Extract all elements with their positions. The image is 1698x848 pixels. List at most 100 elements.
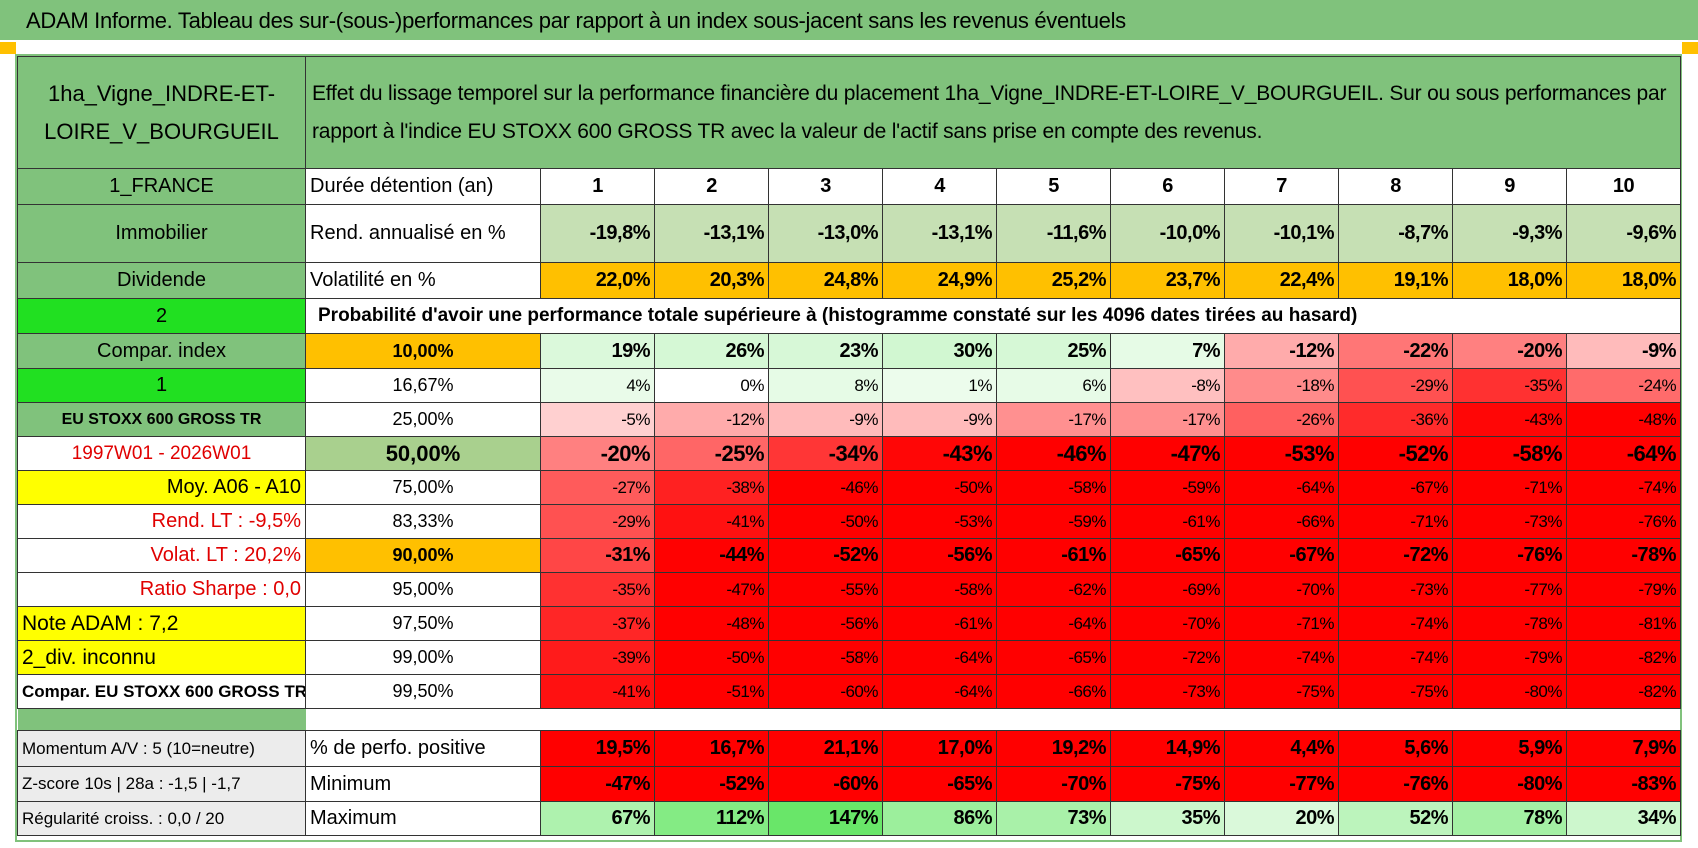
- value-cell: -26%: [1224, 402, 1339, 437]
- value-cell: -35%: [1452, 368, 1567, 403]
- value-cell: 8%: [768, 368, 883, 403]
- value-cell: -8%: [1110, 368, 1225, 403]
- value-cell: -58%: [768, 640, 883, 675]
- value-cell: -71%: [1224, 606, 1339, 641]
- value-cell: -11,6%: [996, 204, 1111, 263]
- value-cell: 2: [654, 168, 769, 205]
- value-cell: -74%: [1224, 640, 1339, 675]
- row-sublabel: 90,00%: [305, 538, 541, 573]
- value-cell: -20%: [540, 436, 655, 471]
- value-cell: -44%: [654, 538, 769, 573]
- value-cell: 35%: [1110, 801, 1225, 836]
- value-cell: -47%: [1110, 436, 1225, 471]
- value-cell: -13,1%: [654, 204, 769, 263]
- value-cell: -74%: [1338, 640, 1453, 675]
- row-sublabel: 50,00%: [305, 436, 541, 471]
- value-cell: -48%: [654, 606, 769, 641]
- row-sublabel: 99,00%: [305, 640, 541, 675]
- value-cell: -8,7%: [1338, 204, 1453, 263]
- value-cell: 4,4%: [1224, 730, 1339, 767]
- value-cell: -9,3%: [1452, 204, 1567, 263]
- value-cell: 78%: [1452, 801, 1567, 836]
- table-row: EU STOXX 600 GROSS TR 25,00% -5% -12% -9% -9%…: [17, 402, 1682, 437]
- value-cell: -58%: [996, 470, 1111, 505]
- value-cell: 5,9%: [1452, 730, 1567, 767]
- value-cell: -82%: [1565, 674, 1682, 709]
- value-cell: -51%: [654, 674, 769, 709]
- value-cell: -60%: [768, 766, 883, 802]
- value-cell: 5,6%: [1338, 730, 1453, 767]
- value-cell: 67%: [540, 801, 655, 836]
- table-row: Immobilier Rend. annualisé en % -19,8% -13,…: [17, 204, 1682, 263]
- value-cell: -12%: [1224, 333, 1339, 369]
- value-cell: -75%: [1224, 674, 1339, 709]
- value-cell: -17%: [996, 402, 1111, 437]
- table-row: Momentum A/V : 5 (10=neutre)% de perfo. …: [17, 730, 1682, 767]
- value-cell: -10,1%: [1224, 204, 1339, 263]
- row-label: Compar. EU STOXX 600 GROSS TR: [17, 674, 306, 709]
- row-sublabel: 10,00%: [305, 333, 541, 369]
- row-label: Rend. LT : -9,5%: [17, 504, 306, 539]
- value-cell: -75%: [1110, 766, 1225, 802]
- value-cell: 112%: [654, 801, 769, 836]
- value-cell: -61%: [996, 538, 1111, 573]
- row-label: Z-score 10s | 28a : -1,5 | -1,7: [17, 766, 306, 802]
- row-label: Momentum A/V : 5 (10=neutre): [17, 730, 306, 767]
- row-sublabel: % de perfo. positive: [305, 730, 541, 767]
- row-sublabel: Probabilité d'avoir une performance tota…: [304, 298, 1682, 334]
- value-cell: -34%: [768, 436, 883, 471]
- value-cell: -56%: [768, 606, 883, 641]
- value-cell: -46%: [768, 470, 883, 505]
- value-cell: 19,5%: [540, 730, 655, 767]
- value-cell: -56%: [882, 538, 997, 573]
- row-sublabel: 16,67%: [305, 368, 541, 403]
- value-cell: 18,0%: [1565, 262, 1682, 299]
- value-cell: -76%: [1565, 504, 1682, 539]
- value-cell: -10,0%: [1110, 204, 1225, 263]
- value-cell: -20%: [1452, 333, 1567, 369]
- value-cell: 20%: [1224, 801, 1339, 836]
- value-cell: 73%: [996, 801, 1111, 836]
- value-cell: -80%: [1452, 674, 1567, 709]
- value-cell: -13,0%: [768, 204, 883, 263]
- value-cell: -69%: [1110, 572, 1225, 607]
- value-cell: -73%: [1110, 674, 1225, 709]
- value-cell: -64%: [882, 640, 997, 675]
- value-cell: -76%: [1338, 766, 1453, 802]
- marker: [0, 42, 16, 54]
- value-cell: -50%: [882, 470, 997, 505]
- table-row: 1 16,67% 4% 0% 8% 1% 6% -8% -18% -29% -35% -24%: [17, 368, 1682, 403]
- value-cell: -24%: [1565, 368, 1682, 403]
- value-cell: -76%: [1452, 538, 1567, 573]
- row-sublabel: Durée détention (an): [305, 168, 541, 205]
- row-label: 1997W01 - 2026W01: [17, 436, 306, 471]
- table-row: 2_div. inconnu 99,00% -39% -50% -58% -64% -65%…: [17, 640, 1682, 675]
- value-cell: -64%: [1224, 470, 1339, 505]
- table-row: 2 Probabilité d'avoir une performance tot…: [17, 298, 1682, 334]
- value-cell: -9%: [882, 402, 997, 437]
- value-cell: -59%: [996, 504, 1111, 539]
- value-cell: 19,1%: [1338, 262, 1453, 299]
- value-cell: -80%: [1452, 766, 1567, 802]
- value-cell: 24,9%: [882, 262, 997, 299]
- value-cell: -64%: [1565, 436, 1682, 471]
- value-cell: -35%: [540, 572, 655, 607]
- value-cell: 3: [768, 168, 883, 205]
- row-label: Dividende: [17, 262, 306, 299]
- value-cell: 16,7%: [654, 730, 769, 767]
- value-cell: -62%: [996, 572, 1111, 607]
- performance-table: 1ha_Vigne_INDRE-ET-LOIRE_V_BOURGUEIL Eff…: [17, 56, 1682, 836]
- row-label: Immobilier: [17, 204, 306, 263]
- value-cell: -41%: [654, 504, 769, 539]
- value-cell: -53%: [882, 504, 997, 539]
- value-cell: -74%: [1565, 470, 1682, 505]
- value-cell: -48%: [1565, 402, 1682, 437]
- value-cell: 25%: [996, 333, 1111, 369]
- value-cell: -65%: [882, 766, 997, 802]
- row-label: EU STOXX 600 GROSS TR: [17, 402, 306, 437]
- row-label: Ratio Sharpe : 0,0: [17, 572, 306, 607]
- value-cell: -60%: [768, 674, 883, 709]
- value-cell: 25,2%: [996, 262, 1111, 299]
- value-cell: -70%: [996, 766, 1111, 802]
